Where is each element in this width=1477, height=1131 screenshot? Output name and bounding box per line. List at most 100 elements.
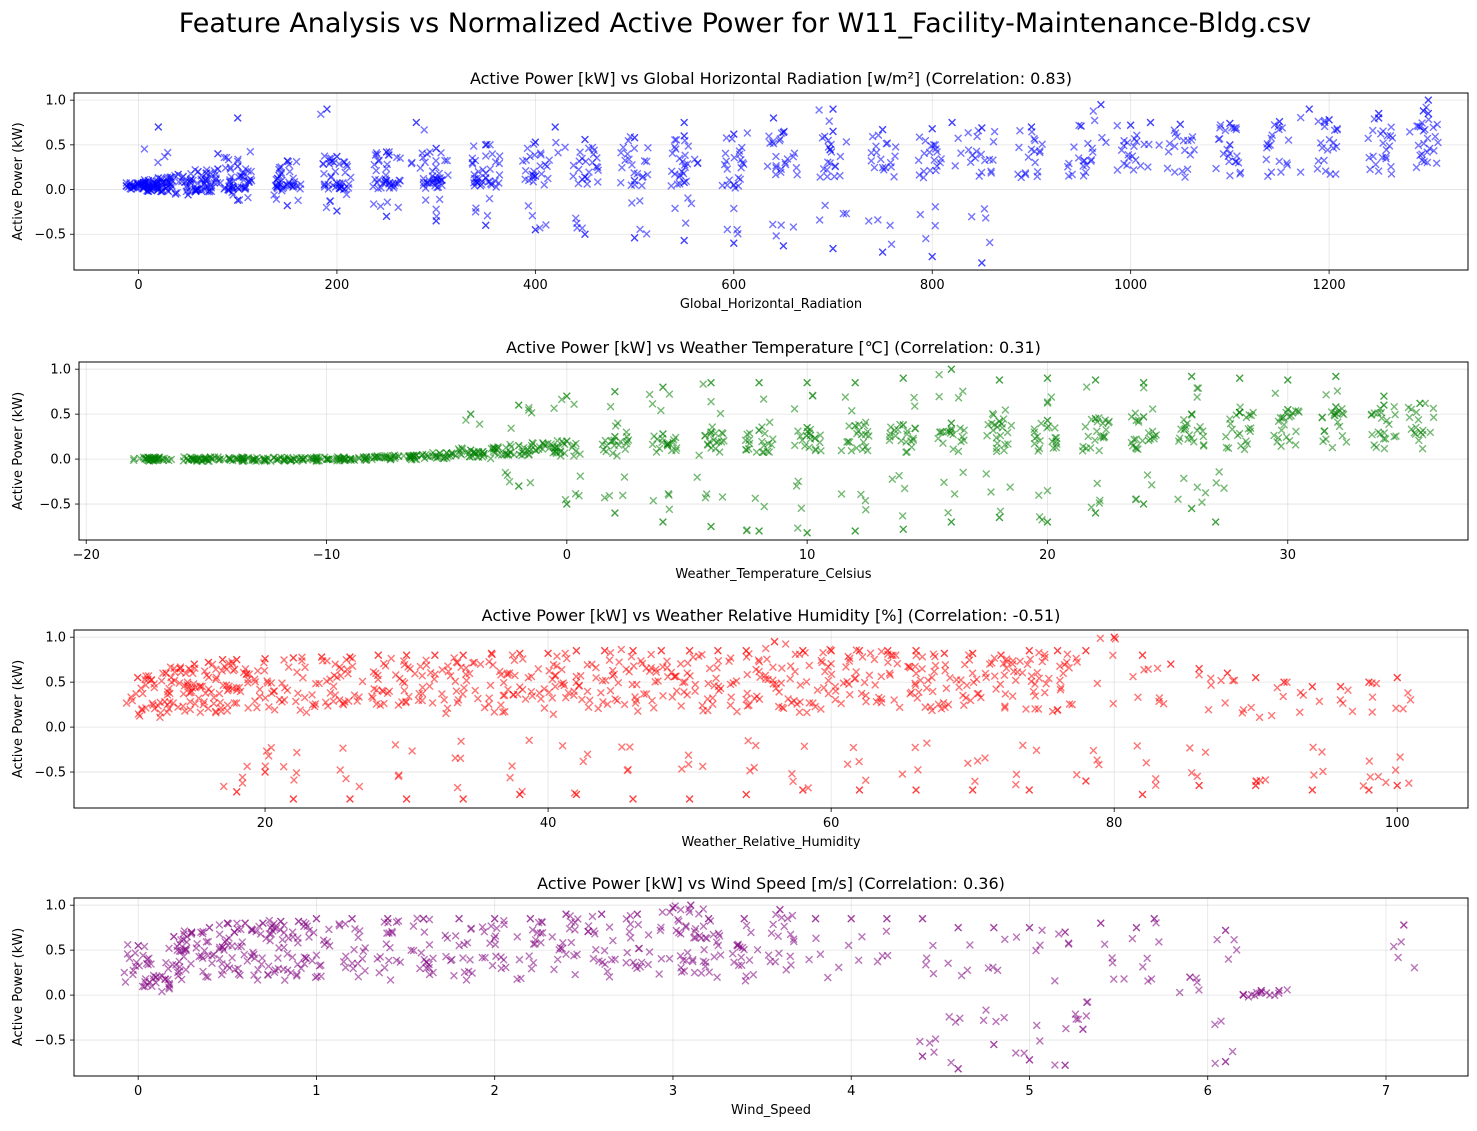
- data-point: [793, 170, 802, 179]
- data-point: [837, 490, 846, 498]
- data-point: [497, 701, 505, 709]
- data-point: [996, 507, 1005, 516]
- x-tick-label: 7: [1382, 1084, 1390, 1099]
- data-point: [968, 649, 977, 658]
- data-point: [1155, 697, 1163, 706]
- data-point: [611, 955, 619, 964]
- data-point: [928, 687, 937, 696]
- data-point: [1342, 438, 1351, 446]
- data-point: [1225, 415, 1234, 423]
- data-point: [658, 438, 667, 447]
- data-point: [1059, 669, 1068, 678]
- data-point: [1330, 411, 1339, 420]
- data-point: [617, 148, 625, 157]
- data-point: [500, 920, 509, 929]
- data-point: [252, 453, 261, 462]
- data-point: [518, 446, 527, 455]
- data-point: [989, 411, 998, 419]
- data-point: [299, 455, 308, 463]
- data-point: [891, 152, 899, 161]
- data-point: [987, 167, 995, 176]
- data-point: [144, 671, 153, 680]
- data-point: [1081, 777, 1090, 785]
- data-point: [623, 437, 632, 446]
- data-point: [790, 404, 799, 413]
- subplots: Active Power [kW] vs Global Horizontal R…: [11, 69, 1469, 1118]
- data-point: [1144, 977, 1152, 985]
- data-point: [1226, 171, 1234, 180]
- data-point: [858, 653, 867, 661]
- data-point: [723, 225, 732, 234]
- data-point: [718, 493, 727, 501]
- data-point: [289, 653, 298, 662]
- data-point: [722, 157, 731, 165]
- data-point: [1050, 423, 1059, 432]
- subplot-4: Active Power [kW] vs Wind Speed [m/s] (C…: [11, 874, 1469, 1118]
- data-point: [786, 952, 795, 961]
- data-point: [608, 449, 617, 458]
- data-point: [770, 637, 779, 646]
- data-point: [220, 153, 229, 162]
- data-point: [1183, 136, 1192, 145]
- data-point: [1023, 660, 1032, 669]
- data-point: [323, 656, 331, 665]
- data-point: [423, 452, 432, 461]
- data-point: [280, 928, 288, 937]
- data-point: [671, 145, 680, 153]
- data-point: [789, 937, 798, 946]
- data-point: [1164, 147, 1173, 156]
- y-axis-label: Active Power (kW): [11, 928, 26, 1046]
- data-point: [1295, 708, 1304, 717]
- data-point: [907, 443, 916, 452]
- data-point: [418, 689, 427, 698]
- data-point: [727, 693, 736, 702]
- data-point: [212, 673, 221, 682]
- data-point: [342, 160, 351, 169]
- data-point: [558, 944, 567, 953]
- data-point: [737, 163, 746, 172]
- data-point: [315, 961, 324, 970]
- data-point: [684, 905, 693, 914]
- data-point: [200, 667, 209, 676]
- data-point: [311, 700, 320, 708]
- data-point: [676, 952, 685, 960]
- data-point: [665, 908, 674, 917]
- data-point: [877, 672, 886, 681]
- data-point: [529, 958, 538, 967]
- data-point: [1031, 136, 1039, 145]
- data-point: [380, 699, 388, 708]
- data-point: [823, 973, 832, 982]
- data-point: [305, 933, 313, 942]
- data-point: [940, 649, 949, 658]
- y-axis: −0.50.00.51.0: [39, 363, 79, 513]
- data-point: [703, 706, 712, 715]
- data-point: [1188, 411, 1196, 419]
- data-point: [1419, 106, 1428, 115]
- data-point: [277, 186, 286, 195]
- data-point: [644, 960, 653, 969]
- data-point: [1228, 676, 1237, 685]
- data-point: [627, 181, 636, 190]
- data-point: [1423, 134, 1432, 143]
- data-point: [1235, 374, 1244, 383]
- data-point: [522, 156, 531, 165]
- data-point: [154, 158, 162, 167]
- data-point: [1144, 429, 1153, 437]
- data-point: [1433, 120, 1442, 129]
- data-point: [714, 656, 723, 665]
- data-point: [235, 196, 244, 204]
- data-point: [971, 777, 979, 786]
- data-point: [851, 527, 860, 535]
- data-point: [973, 689, 982, 698]
- data-point: [707, 522, 715, 531]
- data-point: [883, 139, 892, 148]
- data-point: [277, 163, 285, 171]
- data-point: [432, 205, 441, 214]
- data-point: [816, 173, 825, 181]
- data-point: [569, 161, 578, 170]
- data-point: [747, 928, 755, 937]
- data-point: [621, 445, 630, 454]
- data-point: [456, 754, 465, 763]
- data-point: [788, 911, 797, 920]
- data-point: [1221, 926, 1230, 935]
